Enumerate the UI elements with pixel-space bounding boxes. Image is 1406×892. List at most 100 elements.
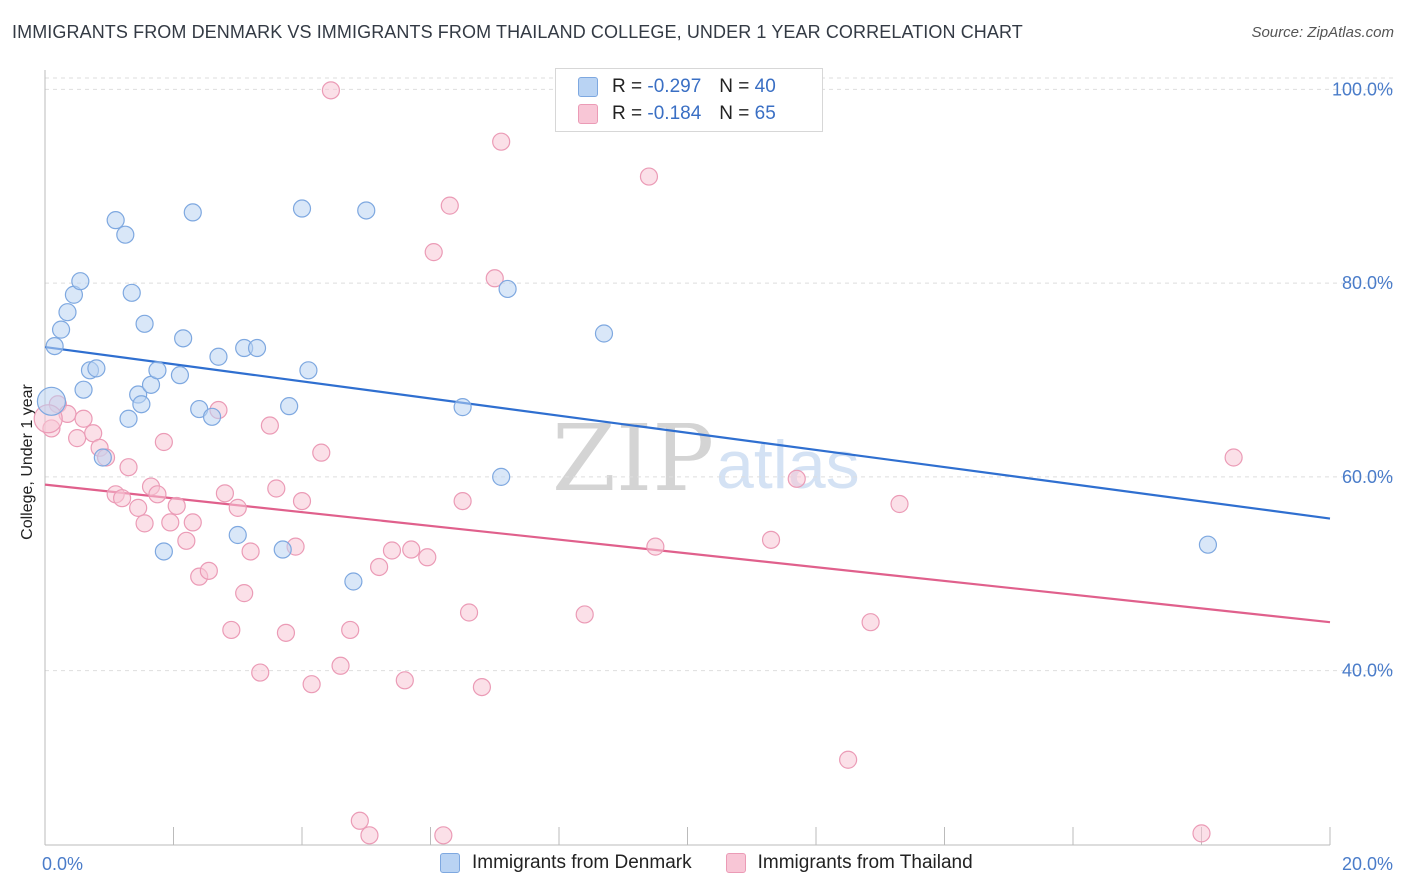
thailand-point [148,485,167,504]
thailand-point [161,513,180,532]
thailand-point [459,603,479,622]
denmark-point [74,380,93,399]
legend-item-denmark: Immigrants from Denmark [440,852,692,874]
thailand-point [68,429,87,448]
thailand-point [215,484,234,503]
thailand-point [360,826,379,845]
denmark-point [209,347,228,366]
thailand-point [350,811,369,830]
thailand-point [321,81,341,100]
denmark-point [183,203,202,222]
thailand-point [276,623,296,642]
legend-r-label: R = [612,76,643,97]
thailand-point [440,196,459,215]
thailand-point [331,656,350,675]
thailand-point [1224,448,1243,467]
denmark-point [51,320,71,339]
thailand-point [341,620,360,640]
tick-labels: 40.0% 60.0% 80.0% 100.0% 0.0% 20.0% [42,79,1393,874]
thailand-point [395,671,414,690]
denmark-point [119,409,138,428]
thailand-point [235,584,254,603]
denmark-point [132,395,151,414]
thailand-point [1192,824,1211,843]
thailand-point [646,537,665,556]
denmark-point [292,199,312,218]
denmark-point [71,272,90,291]
legend-n-value: 40 [754,76,776,97]
y-tick-label: 60.0% [1342,467,1393,487]
thailand-point [312,443,331,462]
thailand-trend-line [44,483,1331,624]
thailand-point [434,826,453,845]
denmark-point [498,279,517,299]
thailand-swatch [578,104,598,124]
thailand-swatch [725,853,746,873]
legend-row-denmark: R = -0.297 N = 40 [578,75,776,99]
thailand-point [575,605,594,624]
thailand-point [402,540,421,559]
denmark-point [116,225,135,244]
x-tick-label: 0.0% [42,854,83,874]
denmark-point [202,407,222,426]
thailand-point [251,663,270,682]
thailand-point [135,514,154,533]
denmark-point [357,201,376,220]
correlation-legend: R = -0.297 N = 40 R = -0.184 N = 65 [555,68,823,132]
thailand-point [74,409,93,428]
thailand-point [177,531,196,550]
thailand-point [839,750,858,769]
legend-n-value: 65 [754,103,776,124]
thailand-point [370,557,389,577]
denmark-swatch [440,853,460,873]
thailand-point [890,494,909,514]
denmark-point [273,540,292,559]
denmark-point [1198,535,1218,554]
denmark-point [453,398,472,417]
thailand-point [485,269,504,288]
legend-label-thailand: Immigrants from Thailand [757,852,973,873]
thailand-point [167,496,186,516]
thailand-point [472,677,491,697]
denmark-point [93,448,112,467]
denmark-point [228,525,247,545]
thailand-point [112,489,132,508]
denmark-point [594,324,614,343]
denmark-point [122,283,141,302]
legend-r-value: -0.297 [647,76,702,97]
denmark-point [106,211,125,230]
thailand-point [492,132,511,151]
source-credit: Source: ZipAtlas.com [1251,24,1394,41]
series-legend: Immigrants from Denmark Immigrants from … [440,852,1007,874]
watermark-zip: ZIP [552,405,714,512]
denmark-point [45,336,64,356]
denmark-point [174,329,193,348]
thailand-point [119,458,138,477]
thailand-point [787,469,806,488]
denmark-point [247,338,267,358]
y-tick-label: 80.0% [1342,273,1393,293]
denmark-point [135,314,154,333]
y-tick-label: 100.0% [1332,79,1393,99]
thailand-point [228,498,247,517]
legend-r-value: -0.184 [647,103,702,124]
thailand-point [639,167,659,186]
denmark-point [148,361,167,380]
denmark-point [87,359,106,378]
thailand-point [154,432,173,452]
denmark-point [36,386,67,416]
chart-title: IMMIGRANTS FROM DENMARK VS IMMIGRANTS FR… [12,22,1023,42]
denmark-point [280,397,299,416]
legend-n-label: N = [719,76,750,97]
legend-label-denmark: Immigrants from Denmark [472,852,692,873]
thailand-point [382,541,402,560]
denmark-point [170,366,190,385]
denmark-trend-line [44,345,1331,520]
thailand-point [424,243,443,262]
denmark-point [299,361,318,380]
thailand-point [241,542,260,561]
thailand-point [260,416,279,435]
thailand-point [199,561,218,580]
legend-row-thailand: R = -0.184 N = 65 [578,102,776,126]
